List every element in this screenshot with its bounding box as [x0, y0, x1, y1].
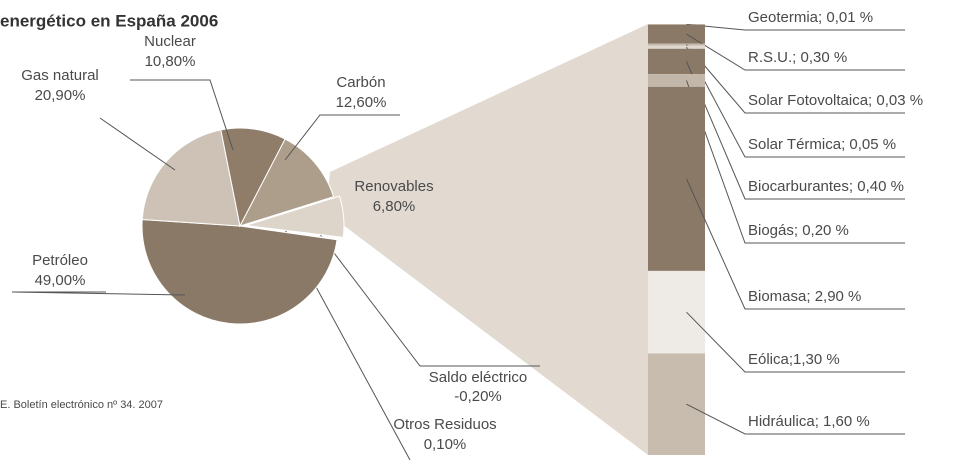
slice-value: 12,60% — [336, 94, 387, 111]
source: E. Boletín electrónico nº 34. 2007 — [0, 399, 163, 411]
pie-slice — [141, 219, 338, 325]
slice-label: Carbón — [336, 74, 385, 91]
pie-slice — [245, 195, 345, 238]
leader-line — [99, 117, 176, 171]
pie-slice — [239, 138, 335, 227]
slice-label: Nuclear — [144, 33, 196, 50]
leader-line — [686, 178, 905, 310]
pie-slice — [141, 129, 241, 227]
segment-label: Hidráulica; 1,60 % — [748, 413, 870, 430]
segment-label: Biocarburantes; 0,40 % — [748, 178, 904, 195]
bar-segment — [648, 24, 705, 25]
leader-line — [686, 44, 905, 114]
leader-line — [284, 114, 400, 161]
slice-label: Gas natural — [21, 67, 99, 84]
leader-line — [686, 61, 905, 200]
slice-label: Saldo eléctrico — [429, 369, 527, 386]
bar-segment — [648, 43, 705, 46]
slice-value: 0,10% — [424, 436, 467, 453]
leader-line — [311, 223, 540, 367]
segment-label: Geotermia; 0,01 % — [748, 9, 873, 26]
segment-label: Solar Térmica; 0,05 % — [748, 136, 896, 153]
chart-title: energético en España 2006 — [0, 11, 218, 30]
slice-value: 10,80% — [145, 53, 196, 70]
slice-value: 49,00% — [35, 272, 86, 289]
leader-line — [686, 46, 905, 158]
slice-value: 6,80% — [373, 198, 416, 215]
slice-label: Renovables — [354, 178, 433, 195]
slice-label: Otros Residuos — [393, 416, 496, 433]
leader-line — [686, 33, 905, 71]
leader-line — [11, 291, 186, 296]
bar-segment — [648, 353, 705, 455]
segment-label: Biogás; 0,20 % — [748, 222, 849, 239]
bar-segment — [648, 48, 705, 75]
leader-line — [130, 79, 234, 151]
slice-value: 20,90% — [35, 87, 86, 104]
segment-label: Eólica;1,30 % — [748, 351, 840, 368]
leader-line — [686, 80, 905, 244]
leader-line — [686, 23, 905, 31]
segment-label: Solar Fotovoltaica; 0,03 % — [748, 92, 923, 109]
leader-line — [686, 403, 905, 435]
slice-value: -0,20% — [454, 388, 502, 405]
connector — [326, 24, 648, 455]
pie-slice — [220, 127, 286, 228]
slice-label: Petróleo — [32, 252, 88, 269]
leader-line — [686, 311, 905, 373]
bar-segment — [648, 45, 705, 49]
bar-segment — [648, 86, 705, 271]
segment-label: Biomasa; 2,90 % — [748, 288, 861, 305]
bar-segment — [648, 74, 705, 87]
bar-segment — [648, 24, 705, 44]
segment-label: R.S.U.; 0,30 % — [748, 49, 847, 66]
bar-segment — [648, 270, 705, 354]
